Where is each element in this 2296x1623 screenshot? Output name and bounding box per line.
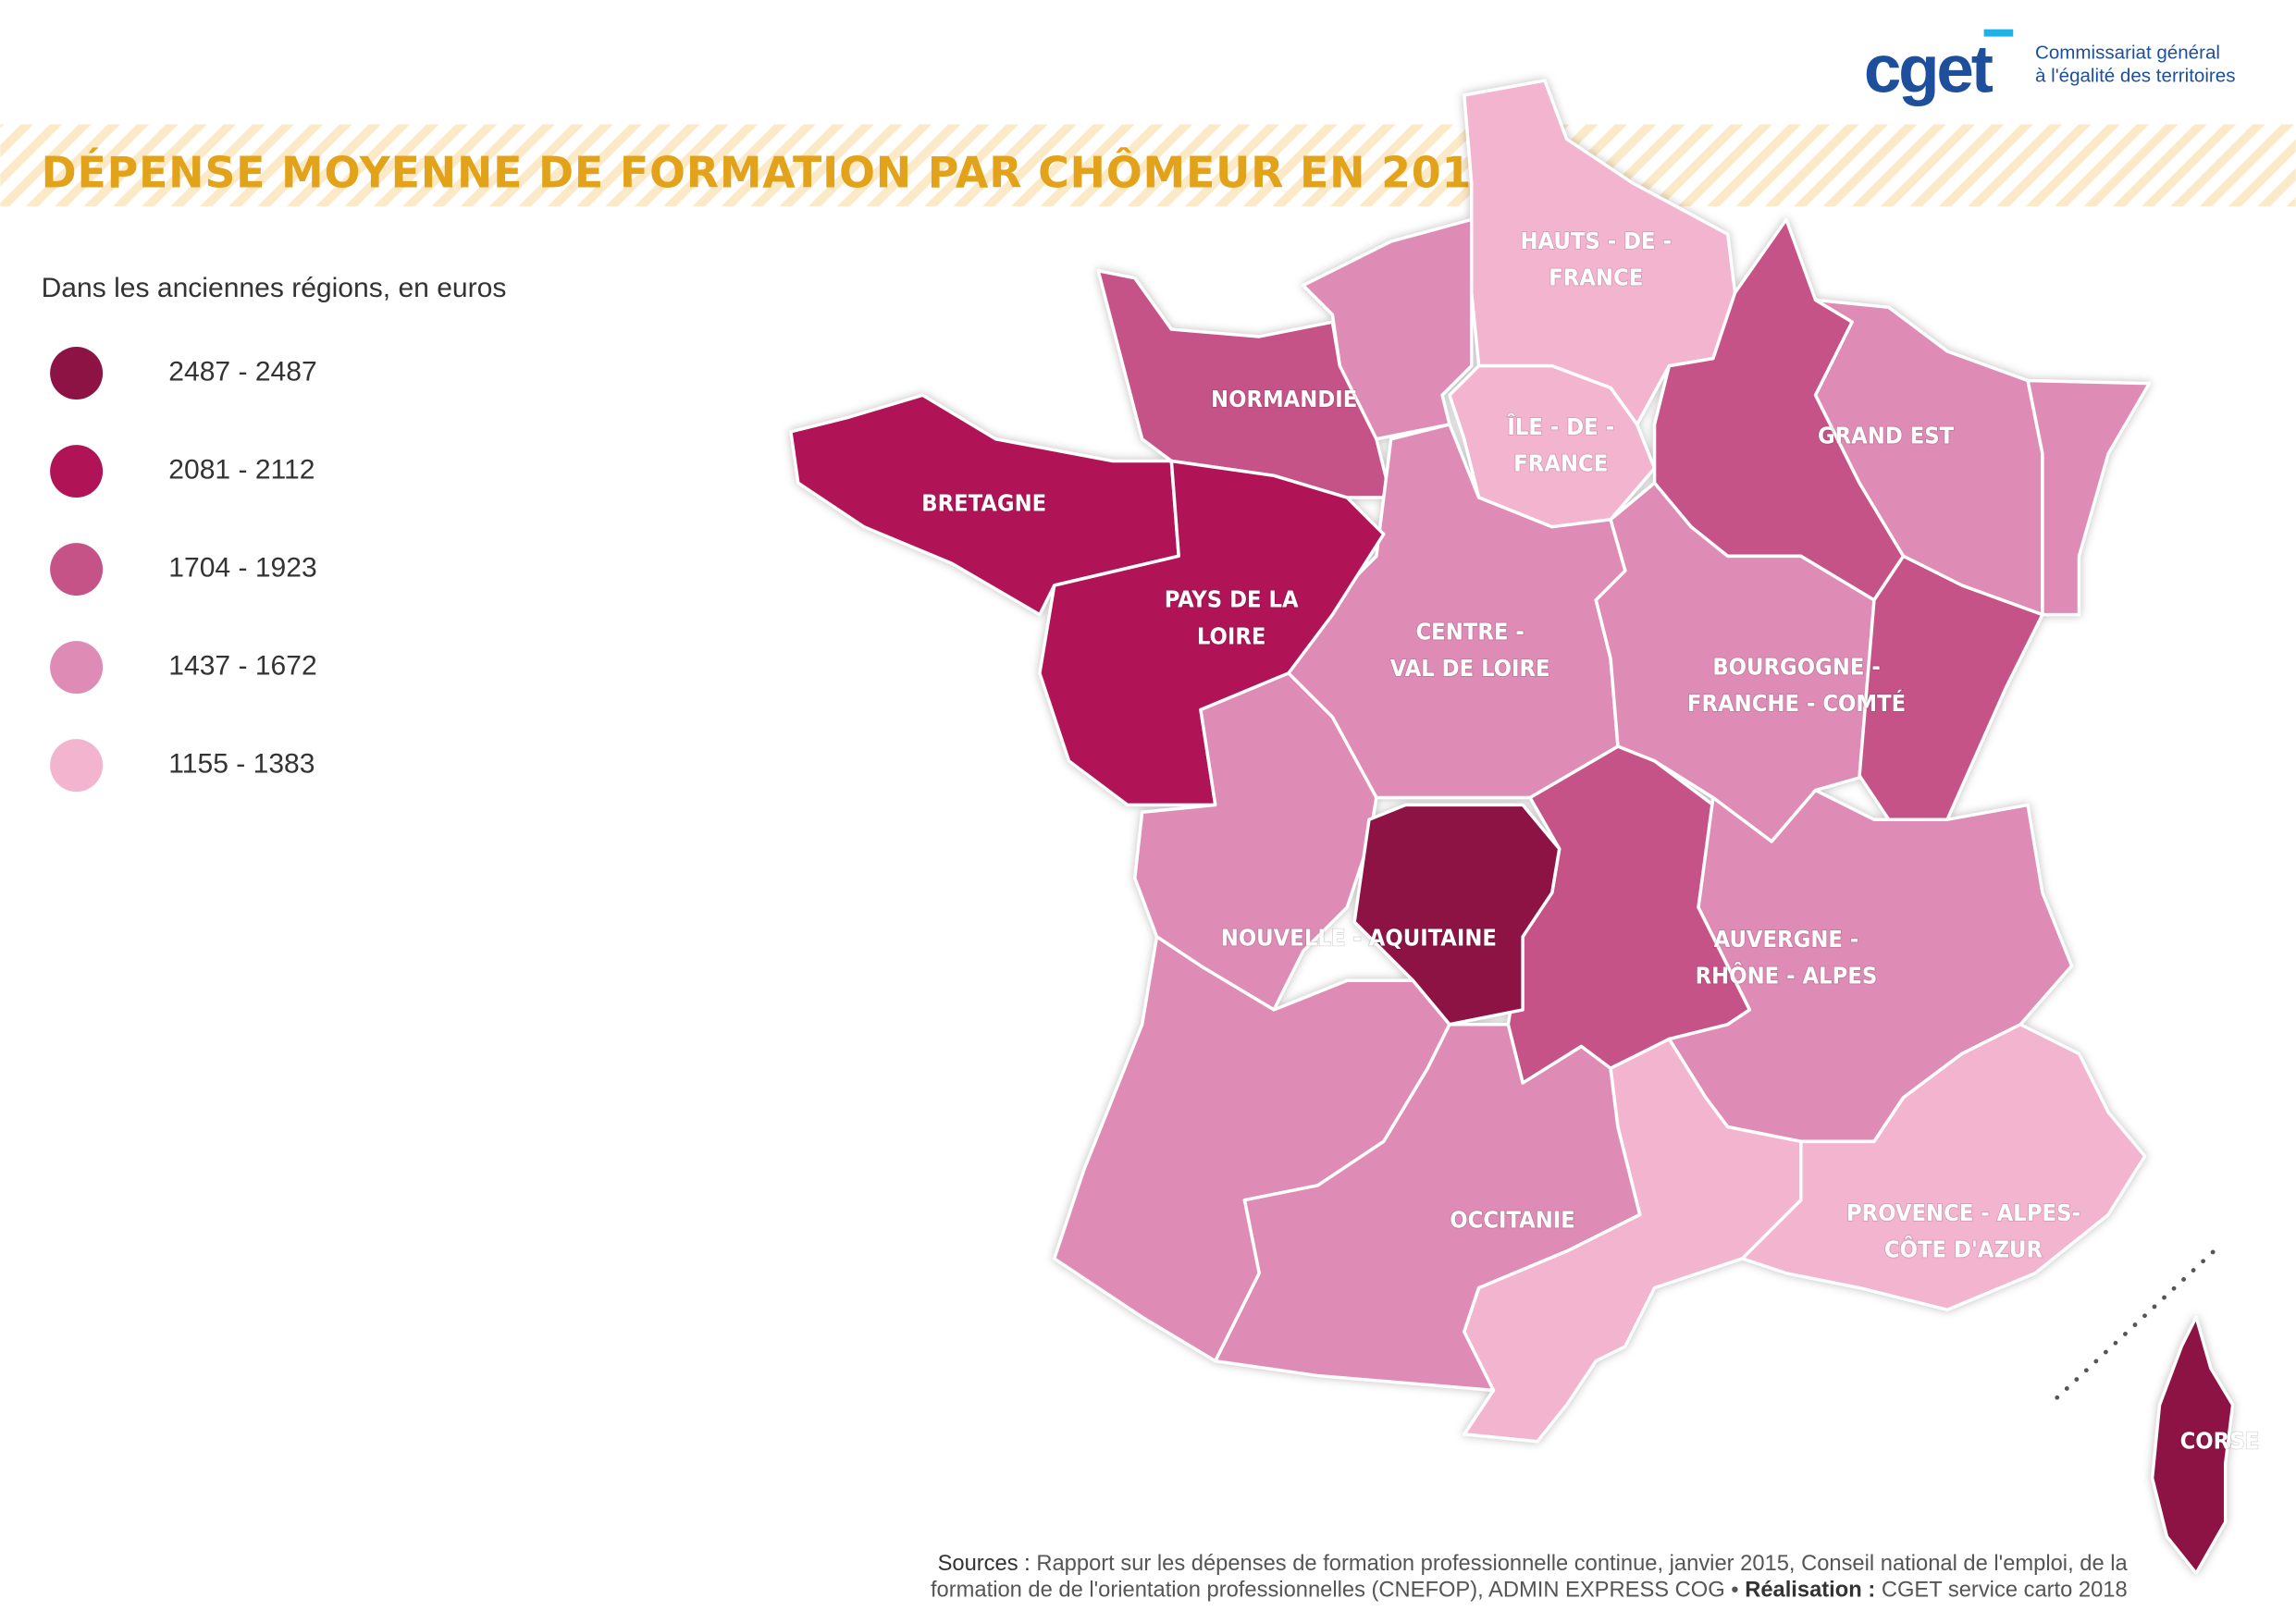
logo-line: Commissariat général xyxy=(2035,42,2220,63)
title: DÉPENSE MOYENNE DE FORMATION PAR CHÔMEUR… xyxy=(42,148,1502,198)
region-label: PROVENCE - ALPES- xyxy=(1846,1199,2080,1226)
region-label: ÎLE - DE - xyxy=(1507,412,1614,440)
sources-line: formation de de l'orientation profession… xyxy=(931,1579,2128,1603)
legend-label: 1704 - 1923 xyxy=(168,553,316,584)
region-shape xyxy=(1740,1023,2147,1312)
legend-swatch xyxy=(50,739,104,793)
region-label: FRANCHE - COMTÉ xyxy=(1687,689,1906,717)
region-shape xyxy=(2150,1315,2235,1575)
region-label: RHÔNE - ALPES xyxy=(1696,961,1878,989)
regions xyxy=(789,79,2235,1575)
region-label: BOURGOGNE - xyxy=(1712,653,1880,681)
region-label: PAYS DE LA xyxy=(1165,585,1299,613)
legend-swatch xyxy=(50,641,104,695)
legend-label: 2487 - 2487 xyxy=(168,356,316,387)
sources-text: formation de de l'orientation profession… xyxy=(931,1579,1739,1603)
region-shape xyxy=(1133,671,1378,1012)
region-shape xyxy=(2026,378,2152,617)
legend: 2487 - 2487 2081 - 2112 1704 - 1923 1437 - … xyxy=(50,347,317,793)
legend-swatch xyxy=(50,543,104,596)
region-label: CORSE xyxy=(2180,1427,2260,1455)
region-label: BRETAGNE xyxy=(921,488,1046,516)
sources-text: Rapport sur les dépenses de formation pr… xyxy=(1036,1552,2128,1576)
subtitle: Dans les anciennes régions, en euros xyxy=(42,273,507,303)
legend-label: 2081 - 2112 xyxy=(168,455,315,486)
region-label: VAL DE LOIRE xyxy=(1390,654,1550,682)
corse-inset-line xyxy=(2055,1248,2216,1400)
region-label: AUVERGNE - xyxy=(1714,925,1859,953)
region-labels: HAUTS - DE - FRANCE NORMANDIE ÎLE - DE -… xyxy=(920,226,2260,1455)
legend-label: 1155 - 1383 xyxy=(168,749,315,780)
region-label: CÔTE D'AZUR xyxy=(1884,1235,2043,1262)
sources-label: Sources : xyxy=(938,1552,1031,1576)
region-label: LOIRE xyxy=(1197,621,1266,649)
region-label: HAUTS - DE - xyxy=(1521,227,1672,254)
region-label: NOUVELLE - AQUITAINE xyxy=(1221,923,1497,951)
logo: cget Commissariat général à l'égalité de… xyxy=(1864,29,2236,107)
region-label: CENTRE - xyxy=(1415,618,1524,646)
logo-name: cget xyxy=(1864,32,1994,107)
legend-swatch xyxy=(50,347,104,400)
region-shape xyxy=(1463,1037,1803,1444)
region-shape xyxy=(1858,554,2044,821)
credit-label: Réalisation : xyxy=(1745,1579,1875,1603)
region-shape xyxy=(1352,803,1562,1027)
credit: CGET service carto 2018 xyxy=(1882,1579,2128,1603)
title-band xyxy=(0,124,2296,207)
region-label: NORMANDIE xyxy=(1211,385,1357,412)
logo-line: à l'égalité des territoires xyxy=(2035,66,2236,87)
region-label: GRAND EST xyxy=(1818,421,1955,449)
sources-line: Sources : Rapport sur les dépenses de fo… xyxy=(938,1552,2129,1576)
legend-label: 1437 - 1672 xyxy=(168,651,316,682)
region-label: OCCITANIE xyxy=(1450,1206,1575,1234)
legend-swatch xyxy=(50,445,104,498)
region-label: FRANCE xyxy=(1549,264,1643,291)
region-label: FRANCE xyxy=(1513,449,1608,477)
logo-bar xyxy=(1983,29,2014,37)
